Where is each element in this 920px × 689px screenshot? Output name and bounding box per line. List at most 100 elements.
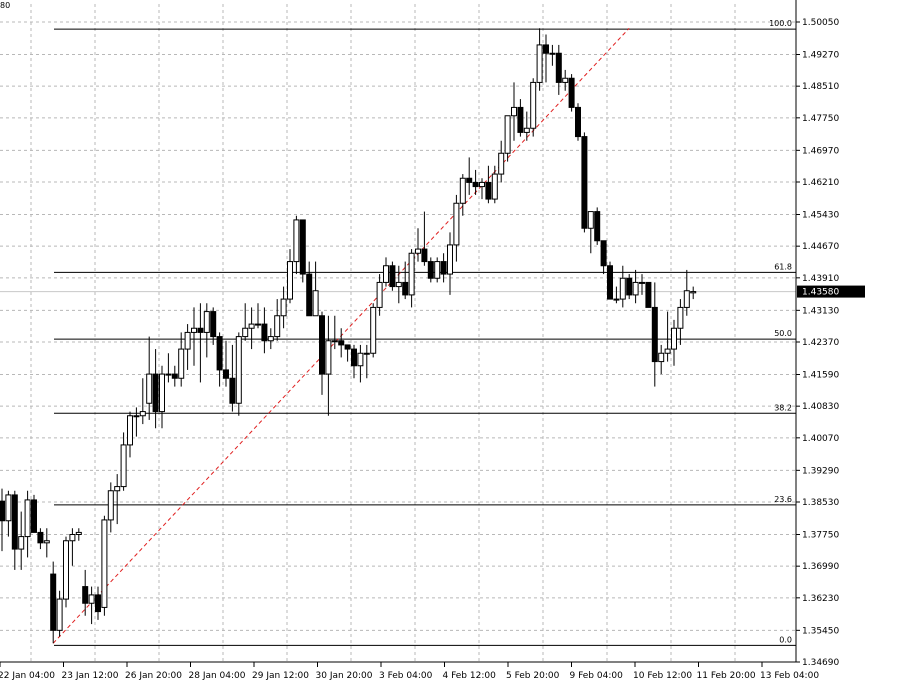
- candle: [11, 490, 18, 570]
- candle-body-bear: [95, 594, 101, 613]
- candle-body-bull: [312, 290, 319, 317]
- candle-body-bull: [255, 323, 261, 326]
- candle-body-bull: [101, 519, 108, 608]
- candle: [587, 211, 594, 254]
- candle-body-bull: [114, 486, 121, 492]
- candle: [127, 411, 133, 458]
- y-tick-label: 1.43130: [802, 306, 839, 316]
- candle-body-bull: [658, 352, 665, 363]
- candle: [677, 299, 684, 345]
- candle: [75, 528, 82, 541]
- y-tick-label: 1.41590: [802, 371, 839, 381]
- candle-body-bear: [600, 240, 607, 267]
- candle-body-bull: [511, 106, 517, 117]
- x-tick-label: 9 Feb 04:00: [570, 671, 624, 681]
- candle-body-bull: [331, 340, 338, 343]
- candle: [645, 281, 652, 308]
- candle-body-bear: [171, 373, 178, 379]
- candle-body-bear: [338, 340, 345, 346]
- y-tick-label: 1.36230: [802, 594, 839, 604]
- candle-body-bear: [261, 323, 268, 342]
- candle-body-bear: [306, 273, 313, 317]
- candle: [562, 69, 569, 91]
- candle-body-bull: [491, 173, 498, 200]
- candle: [139, 378, 146, 425]
- candle: [415, 228, 421, 262]
- candle: [82, 569, 89, 616]
- candle: [683, 269, 690, 316]
- candle: [69, 528, 76, 566]
- candle: [43, 528, 50, 558]
- candle: [408, 249, 415, 308]
- candle: [658, 344, 665, 375]
- x-tick-label: 23 Jan 12:00: [62, 671, 119, 681]
- candle: [306, 261, 313, 317]
- candle-body-bull: [453, 202, 460, 246]
- candle: [671, 319, 677, 366]
- candle: [63, 536, 69, 608]
- fib-level-label: 38.2: [774, 403, 792, 412]
- candle-body-bull: [536, 44, 543, 83]
- candle: [248, 307, 255, 350]
- candle-body-bull: [133, 415, 140, 418]
- candle-body-bull: [203, 311, 210, 333]
- candle-body-bull: [459, 177, 466, 204]
- candle-body-bull: [178, 348, 185, 379]
- candle: [619, 265, 626, 308]
- candle: [491, 165, 498, 204]
- candle-body-bear: [0, 500, 5, 522]
- candle-body-bear: [421, 248, 428, 263]
- candle: [543, 34, 549, 83]
- y-tick-label: 1.36990: [802, 562, 839, 572]
- candle-body-bear: [344, 344, 351, 350]
- candle-body-bull: [242, 327, 249, 338]
- candle-body-bear: [626, 277, 633, 296]
- candle: [395, 265, 402, 304]
- y-tick-label: 1.44670: [802, 242, 839, 252]
- candle: [690, 286, 697, 300]
- candle: [210, 307, 217, 345]
- candle-body-bull: [287, 261, 293, 300]
- fib-level-label: 0.0: [779, 635, 792, 644]
- candle-body-bear: [351, 348, 357, 367]
- candle: [235, 332, 242, 416]
- candle-body-bear: [299, 219, 306, 275]
- x-tick-label: 26 Jan 20:00: [125, 671, 182, 681]
- candle: [523, 111, 530, 141]
- candle-body-bull: [619, 277, 626, 300]
- candle-body-bull: [395, 281, 402, 288]
- y-tick-label: 1.38530: [802, 498, 839, 508]
- corner-label: 80: [0, 1, 11, 10]
- candle: [146, 336, 153, 420]
- candle: [171, 365, 178, 387]
- y-tick-label: 1.50050: [802, 18, 839, 28]
- candle-body-bull: [690, 291, 697, 294]
- candle: [101, 515, 108, 616]
- candle-body-bull: [562, 77, 569, 83]
- y-tick-label: 1.34690: [802, 658, 839, 668]
- candle: [267, 328, 274, 350]
- candle-body-bear: [543, 44, 549, 54]
- candle: [555, 44, 562, 95]
- candle: [331, 315, 338, 350]
- candle-body-bear: [389, 265, 396, 288]
- candle: [255, 303, 261, 329]
- candle-body-bear: [210, 311, 217, 338]
- candle-body-bear: [607, 265, 613, 300]
- candle-body-bear: [37, 531, 44, 544]
- candle: [581, 132, 588, 233]
- candle: [184, 324, 191, 370]
- candle: [600, 240, 607, 275]
- candle: [472, 169, 479, 195]
- candle: [664, 311, 671, 362]
- candle-body-bear: [485, 181, 492, 200]
- candle-body-bear: [555, 52, 562, 83]
- candle-body-bear: [645, 281, 652, 308]
- candle-body-bull: [504, 115, 511, 154]
- candle-body-bull: [479, 181, 485, 188]
- candle: [427, 257, 434, 283]
- candle-body-bull: [376, 281, 383, 308]
- candle: [389, 261, 396, 291]
- candle: [626, 274, 633, 300]
